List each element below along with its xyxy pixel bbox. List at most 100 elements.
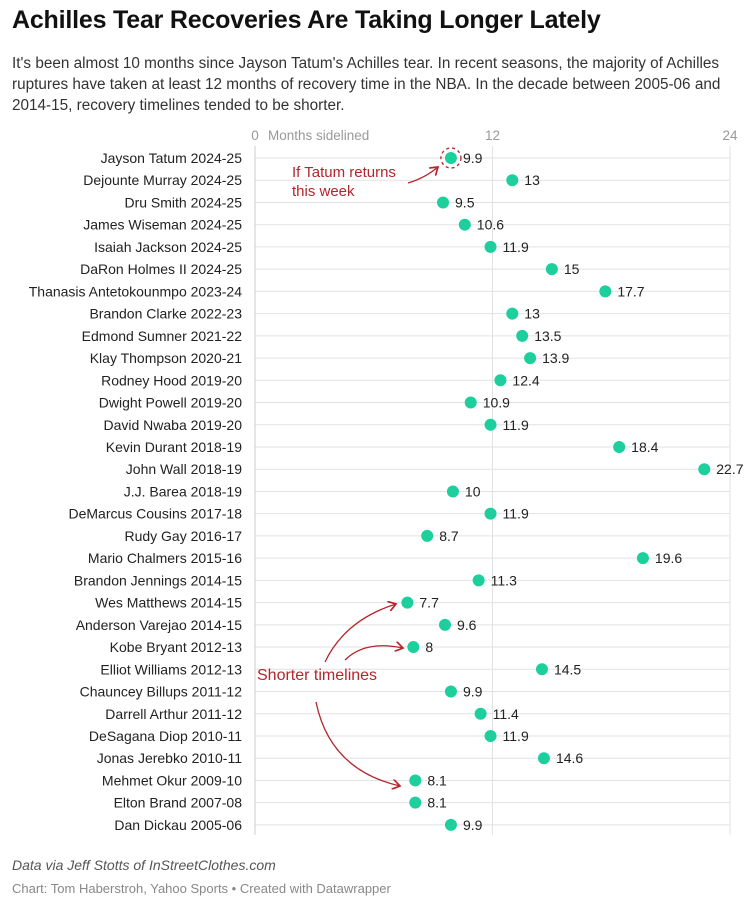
- y-category-label: Brandon Clarke 2022-23: [89, 306, 242, 322]
- y-category-label: Elliot Williams 2012-13: [100, 661, 242, 677]
- x-axis-label: Months sidelined: [268, 128, 369, 143]
- annotation-arrow: [344, 646, 403, 661]
- data-label: 9.5: [455, 194, 475, 210]
- data-point: [409, 796, 422, 809]
- x-tick-label: 24: [722, 128, 738, 143]
- y-category-label: Rudy Gay 2016-17: [124, 528, 242, 544]
- y-category-label: Darrell Arthur 2011-12: [105, 706, 242, 722]
- y-category-label: John Wall 2018-19: [126, 461, 242, 477]
- data-point: [444, 152, 457, 164]
- y-category-label: Dru Smith 2024-25: [124, 194, 242, 210]
- y-category-label: Dejounte Murray 2024-25: [83, 172, 242, 188]
- y-category-label: Klay Thompson 2020-21: [90, 350, 242, 366]
- y-category-label: Dan Dickau 2005-06: [114, 817, 242, 833]
- data-point: [484, 729, 497, 742]
- data-point: [446, 485, 459, 498]
- data-point: [545, 263, 558, 276]
- data-point: [472, 574, 485, 587]
- data-label: 8: [425, 639, 433, 655]
- y-category-label: Brandon Jennings 2014-15: [74, 572, 242, 588]
- y-category-label: Anderson Varejao 2014-15: [76, 617, 243, 633]
- chart-subtitle: It's been almost 10 months since Jayson …: [12, 55, 721, 114]
- data-point: [537, 752, 550, 765]
- y-category-label: Wes Matthews 2014-15: [95, 595, 242, 611]
- y-category-label: Thanasis Antetokounmpo 2023-24: [29, 283, 242, 299]
- data-label: 11.9: [503, 506, 529, 522]
- data-point: [401, 596, 414, 609]
- y-category-label: Isaiah Jackson 2024-25: [94, 239, 242, 255]
- data-label: 10.6: [477, 217, 504, 233]
- data-point: [698, 463, 711, 476]
- annotation-tatum-text: If Tatum returns: [292, 164, 396, 181]
- data-point: [535, 663, 548, 676]
- data-label: 14.5: [554, 661, 581, 677]
- data-point: [484, 240, 497, 253]
- data-point: [407, 641, 420, 654]
- y-category-label: DaRon Holmes II 2024-25: [80, 261, 242, 277]
- y-category-label: Dwight Powell 2019-20: [99, 395, 242, 411]
- data-point: [599, 285, 612, 298]
- data-point: [506, 174, 519, 187]
- tatum-highlight-ring: [440, 147, 462, 169]
- annotation-arrow: [407, 167, 438, 184]
- y-category-label: Mario Chalmers 2015-16: [88, 550, 242, 566]
- data-label: 12.4: [512, 372, 539, 388]
- chart-title: Achilles Tear Recoveries Are Taking Long…: [12, 6, 601, 34]
- annotation-arrow: [315, 701, 400, 786]
- data-point: [484, 507, 497, 520]
- annotation-arrow: [324, 604, 396, 663]
- data-label: 11.9: [503, 239, 529, 255]
- data-point: [636, 552, 649, 565]
- y-category-label: Jayson Tatum 2024-25: [101, 150, 243, 166]
- data-label: 22.7: [716, 461, 743, 477]
- data-label: 10: [465, 483, 481, 499]
- data-point: [458, 218, 471, 231]
- data-label: 11.9: [503, 417, 529, 433]
- data-point: [613, 440, 626, 453]
- data-label: 13.5: [534, 328, 561, 344]
- y-category-label: DeMarcus Cousins 2017-18: [68, 506, 242, 522]
- data-point: [506, 307, 519, 320]
- annotation-shorter-text: Shorter timelines: [257, 667, 377, 684]
- y-category-label: Chauncey Billups 2011-12: [80, 684, 243, 700]
- data-point: [524, 352, 537, 365]
- data-point: [444, 818, 457, 831]
- data-label: 11.9: [503, 728, 529, 744]
- data-point: [494, 374, 507, 387]
- data-label: 9.9: [463, 150, 483, 166]
- data-label: 18.4: [631, 439, 658, 455]
- x-tick-label: 12: [485, 128, 500, 143]
- data-label: 9.9: [463, 817, 483, 833]
- source-note: Data via Jeff Stotts of InStreetClothes.…: [12, 857, 276, 873]
- data-label: 17.7: [617, 283, 644, 299]
- y-category-label: Edmond Sumner 2021-22: [82, 328, 243, 344]
- data-label: 15: [564, 261, 580, 277]
- y-category-label: J.J. Barea 2018-19: [124, 483, 243, 499]
- data-label: 8.7: [439, 528, 459, 544]
- data-label: 13: [524, 172, 540, 188]
- x-tick-label: 0: [251, 128, 259, 143]
- y-category-label: Elton Brand 2007-08: [114, 795, 243, 811]
- y-category-label: Kevin Durant 2018-19: [106, 439, 242, 455]
- data-point: [437, 196, 450, 209]
- data-label: 11.3: [491, 572, 517, 588]
- data-point: [409, 774, 422, 787]
- data-label: 14.6: [556, 750, 583, 766]
- y-category-label: James Wiseman 2024-25: [83, 217, 242, 233]
- data-point: [464, 396, 477, 409]
- data-label: 9.9: [463, 684, 483, 700]
- credit-line: Chart: Tom Haberstroh, Yahoo Sports • Cr…: [12, 881, 391, 896]
- dot-plot: 0 12 24 Months sidelined Jayson Tatum 2024-2…: [29, 128, 744, 835]
- data-label: 10.9: [483, 395, 510, 411]
- data-label: 19.6: [655, 550, 682, 566]
- y-category-label: Rodney Hood 2019-20: [101, 372, 242, 388]
- annotation-tatum-text: this week: [292, 183, 355, 200]
- data-point: [439, 618, 451, 631]
- data-label: 7.7: [419, 595, 439, 611]
- data-label: 8.1: [427, 772, 447, 788]
- data-point: [474, 707, 487, 720]
- data-point: [421, 529, 434, 542]
- data-label: 13: [524, 306, 540, 322]
- data-label: 13.9: [542, 350, 569, 366]
- y-category-label: Jonas Jerebko 2010-11: [97, 750, 242, 766]
